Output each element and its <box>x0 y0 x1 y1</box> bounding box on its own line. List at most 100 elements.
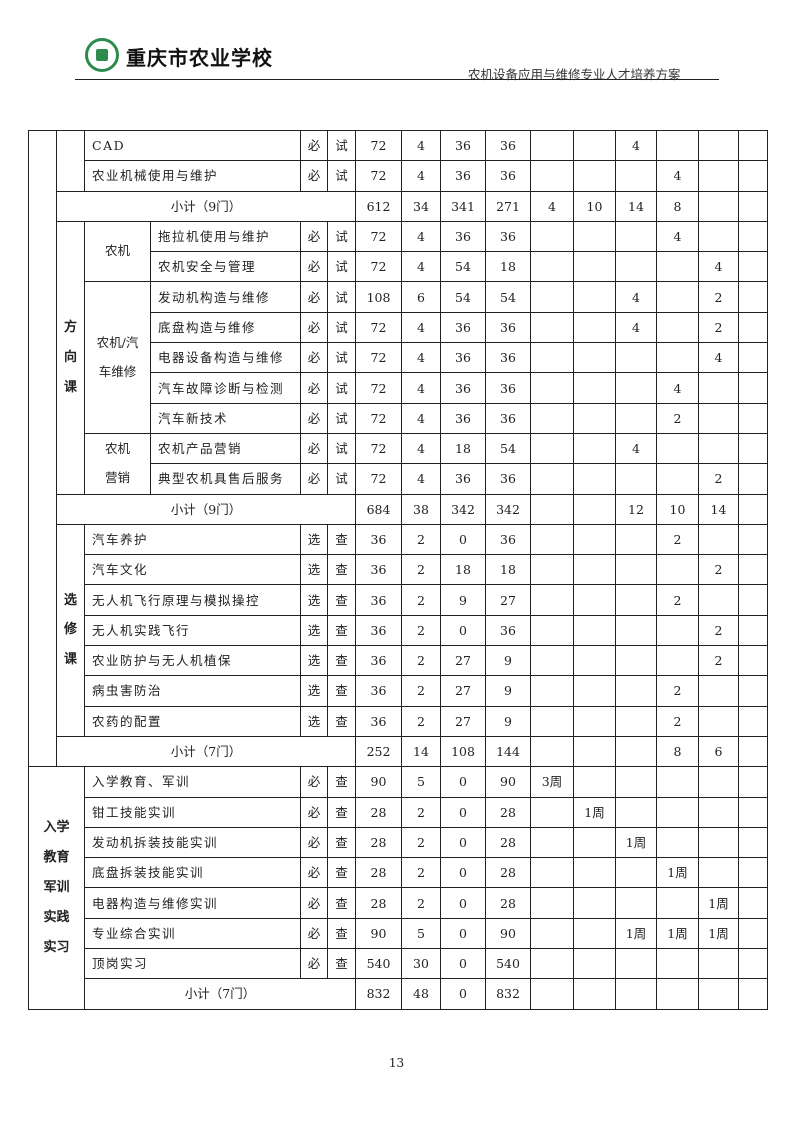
course-name: 顶岗实习 <box>84 948 301 980</box>
semester-6-hours <box>738 857 768 889</box>
semester-3-hours <box>615 645 657 677</box>
assessment-type: 查 <box>327 554 356 586</box>
theory-hours: 27 <box>440 645 486 677</box>
semester-5-hours <box>698 978 739 1010</box>
theory-hours: 36 <box>440 402 486 434</box>
category-label-line: 实习 <box>43 939 70 955</box>
semester-1-hours <box>530 129 574 162</box>
assessment-type: 查 <box>327 766 356 798</box>
semester-1-hours <box>530 372 574 404</box>
assessment-type: 查 <box>327 948 356 980</box>
table-row: 无人机实践飞行选查 36 2 0 36 2 <box>29 614 768 647</box>
semester-3-hours <box>615 372 657 404</box>
table-row: 农业机械使用与维护必试 72 4 36 36 4 <box>29 160 768 192</box>
semester-5-hours: 4 <box>698 342 739 374</box>
theory-hours: 36 <box>440 342 486 374</box>
total-hours: 36 <box>355 645 402 677</box>
total-hours: 72 <box>355 432 402 465</box>
semester-1-hours <box>530 614 574 647</box>
total-hours: 36 <box>355 705 402 737</box>
credits: 2 <box>401 887 441 919</box>
semester-6-hours <box>738 523 768 556</box>
credits: 2 <box>401 614 441 647</box>
semester-4-hours <box>656 311 699 344</box>
semester-4-hours: 2 <box>656 675 699 707</box>
semester-6-hours <box>738 129 768 162</box>
semester-6-hours <box>738 614 768 647</box>
course-type: 必 <box>300 220 328 253</box>
semester-1-hours <box>530 735 574 768</box>
theory-hours: 27 <box>440 675 486 707</box>
total-hours: 72 <box>355 311 402 344</box>
assessment-type: 查 <box>327 614 356 647</box>
category-label-line: 军训 <box>43 879 70 895</box>
semester-2-hours <box>573 463 616 495</box>
assessment-type: 试 <box>327 432 356 465</box>
semester-4-hours <box>656 129 699 162</box>
assessment-type: 查 <box>327 826 356 859</box>
course-name: 专业综合实训 <box>84 917 301 950</box>
assessment-type: 试 <box>327 372 356 404</box>
assessment-type: 试 <box>327 311 356 344</box>
semester-1-hours <box>530 584 574 616</box>
practice-hours: 28 <box>485 826 531 859</box>
semester-4-hours: 2 <box>656 402 699 434</box>
semester-6-hours <box>738 917 768 950</box>
semester-3-hours: 12 <box>615 493 657 525</box>
course-name: 农业防护与无人机植保 <box>84 645 301 677</box>
assessment-type: 查 <box>327 675 356 707</box>
semester-1-hours <box>530 251 574 283</box>
semester-4-hours <box>656 463 699 495</box>
semester-1-hours <box>530 432 574 465</box>
semester-2-hours <box>573 372 616 404</box>
semester-5-hours <box>698 826 739 859</box>
course-name: 发动机构造与维修 <box>150 281 301 313</box>
theory-hours: 36 <box>440 372 486 404</box>
practice-hours: 27 <box>485 584 531 616</box>
total-hours: 72 <box>355 372 402 404</box>
table-row: 农药的配置选查 36 2 27 9 2 <box>29 705 768 737</box>
course-name: 农业机械使用与维护 <box>84 160 301 192</box>
practice-hours: 54 <box>485 281 531 313</box>
semester-4-hours <box>656 826 699 859</box>
semester-2-hours <box>573 857 616 889</box>
semester-2-hours <box>573 281 616 313</box>
semester-5-hours <box>698 160 739 192</box>
credits: 5 <box>401 917 441 950</box>
semester-3-hours: 1周 <box>615 917 657 950</box>
semester-3-hours <box>615 735 657 768</box>
course-type: 选 <box>300 645 328 677</box>
semester-1-hours <box>530 493 574 525</box>
total-hours: 540 <box>355 948 402 980</box>
course-type: 选 <box>300 614 328 647</box>
credits: 2 <box>401 675 441 707</box>
credits: 4 <box>401 463 441 495</box>
semester-4-hours <box>656 432 699 465</box>
semester-6-hours <box>738 735 768 768</box>
credits: 5 <box>401 766 441 798</box>
semester-3-hours <box>615 675 657 707</box>
semester-1-hours <box>530 645 574 677</box>
table-row: CAD 必试 72 4 36 36 4 <box>28 129 768 768</box>
credits: 2 <box>401 523 441 556</box>
total-hours: 36 <box>355 523 402 556</box>
practice-hours: 18 <box>485 554 531 586</box>
practice-hours: 271 <box>485 190 531 222</box>
practice-hours: 90 <box>485 766 531 798</box>
theory-hours: 0 <box>440 978 486 1010</box>
theory-hours: 0 <box>440 614 486 647</box>
practice-hours: 144 <box>485 735 531 768</box>
theory-hours: 0 <box>440 948 486 980</box>
semester-5-hours: 2 <box>698 311 739 344</box>
semester-1-hours <box>530 554 574 586</box>
theory-hours: 18 <box>440 432 486 465</box>
course-name: 拖拉机使用与维护 <box>150 220 301 253</box>
course-name: 入学教育、军训 <box>84 766 301 798</box>
semester-6-hours <box>738 584 768 616</box>
practice-hours: 36 <box>485 614 531 647</box>
course-type: 选 <box>300 523 328 556</box>
semester-3-hours: 1周 <box>615 826 657 859</box>
theory-hours: 18 <box>440 554 486 586</box>
semester-5-hours: 4 <box>698 251 739 283</box>
theory-hours: 54 <box>440 251 486 283</box>
